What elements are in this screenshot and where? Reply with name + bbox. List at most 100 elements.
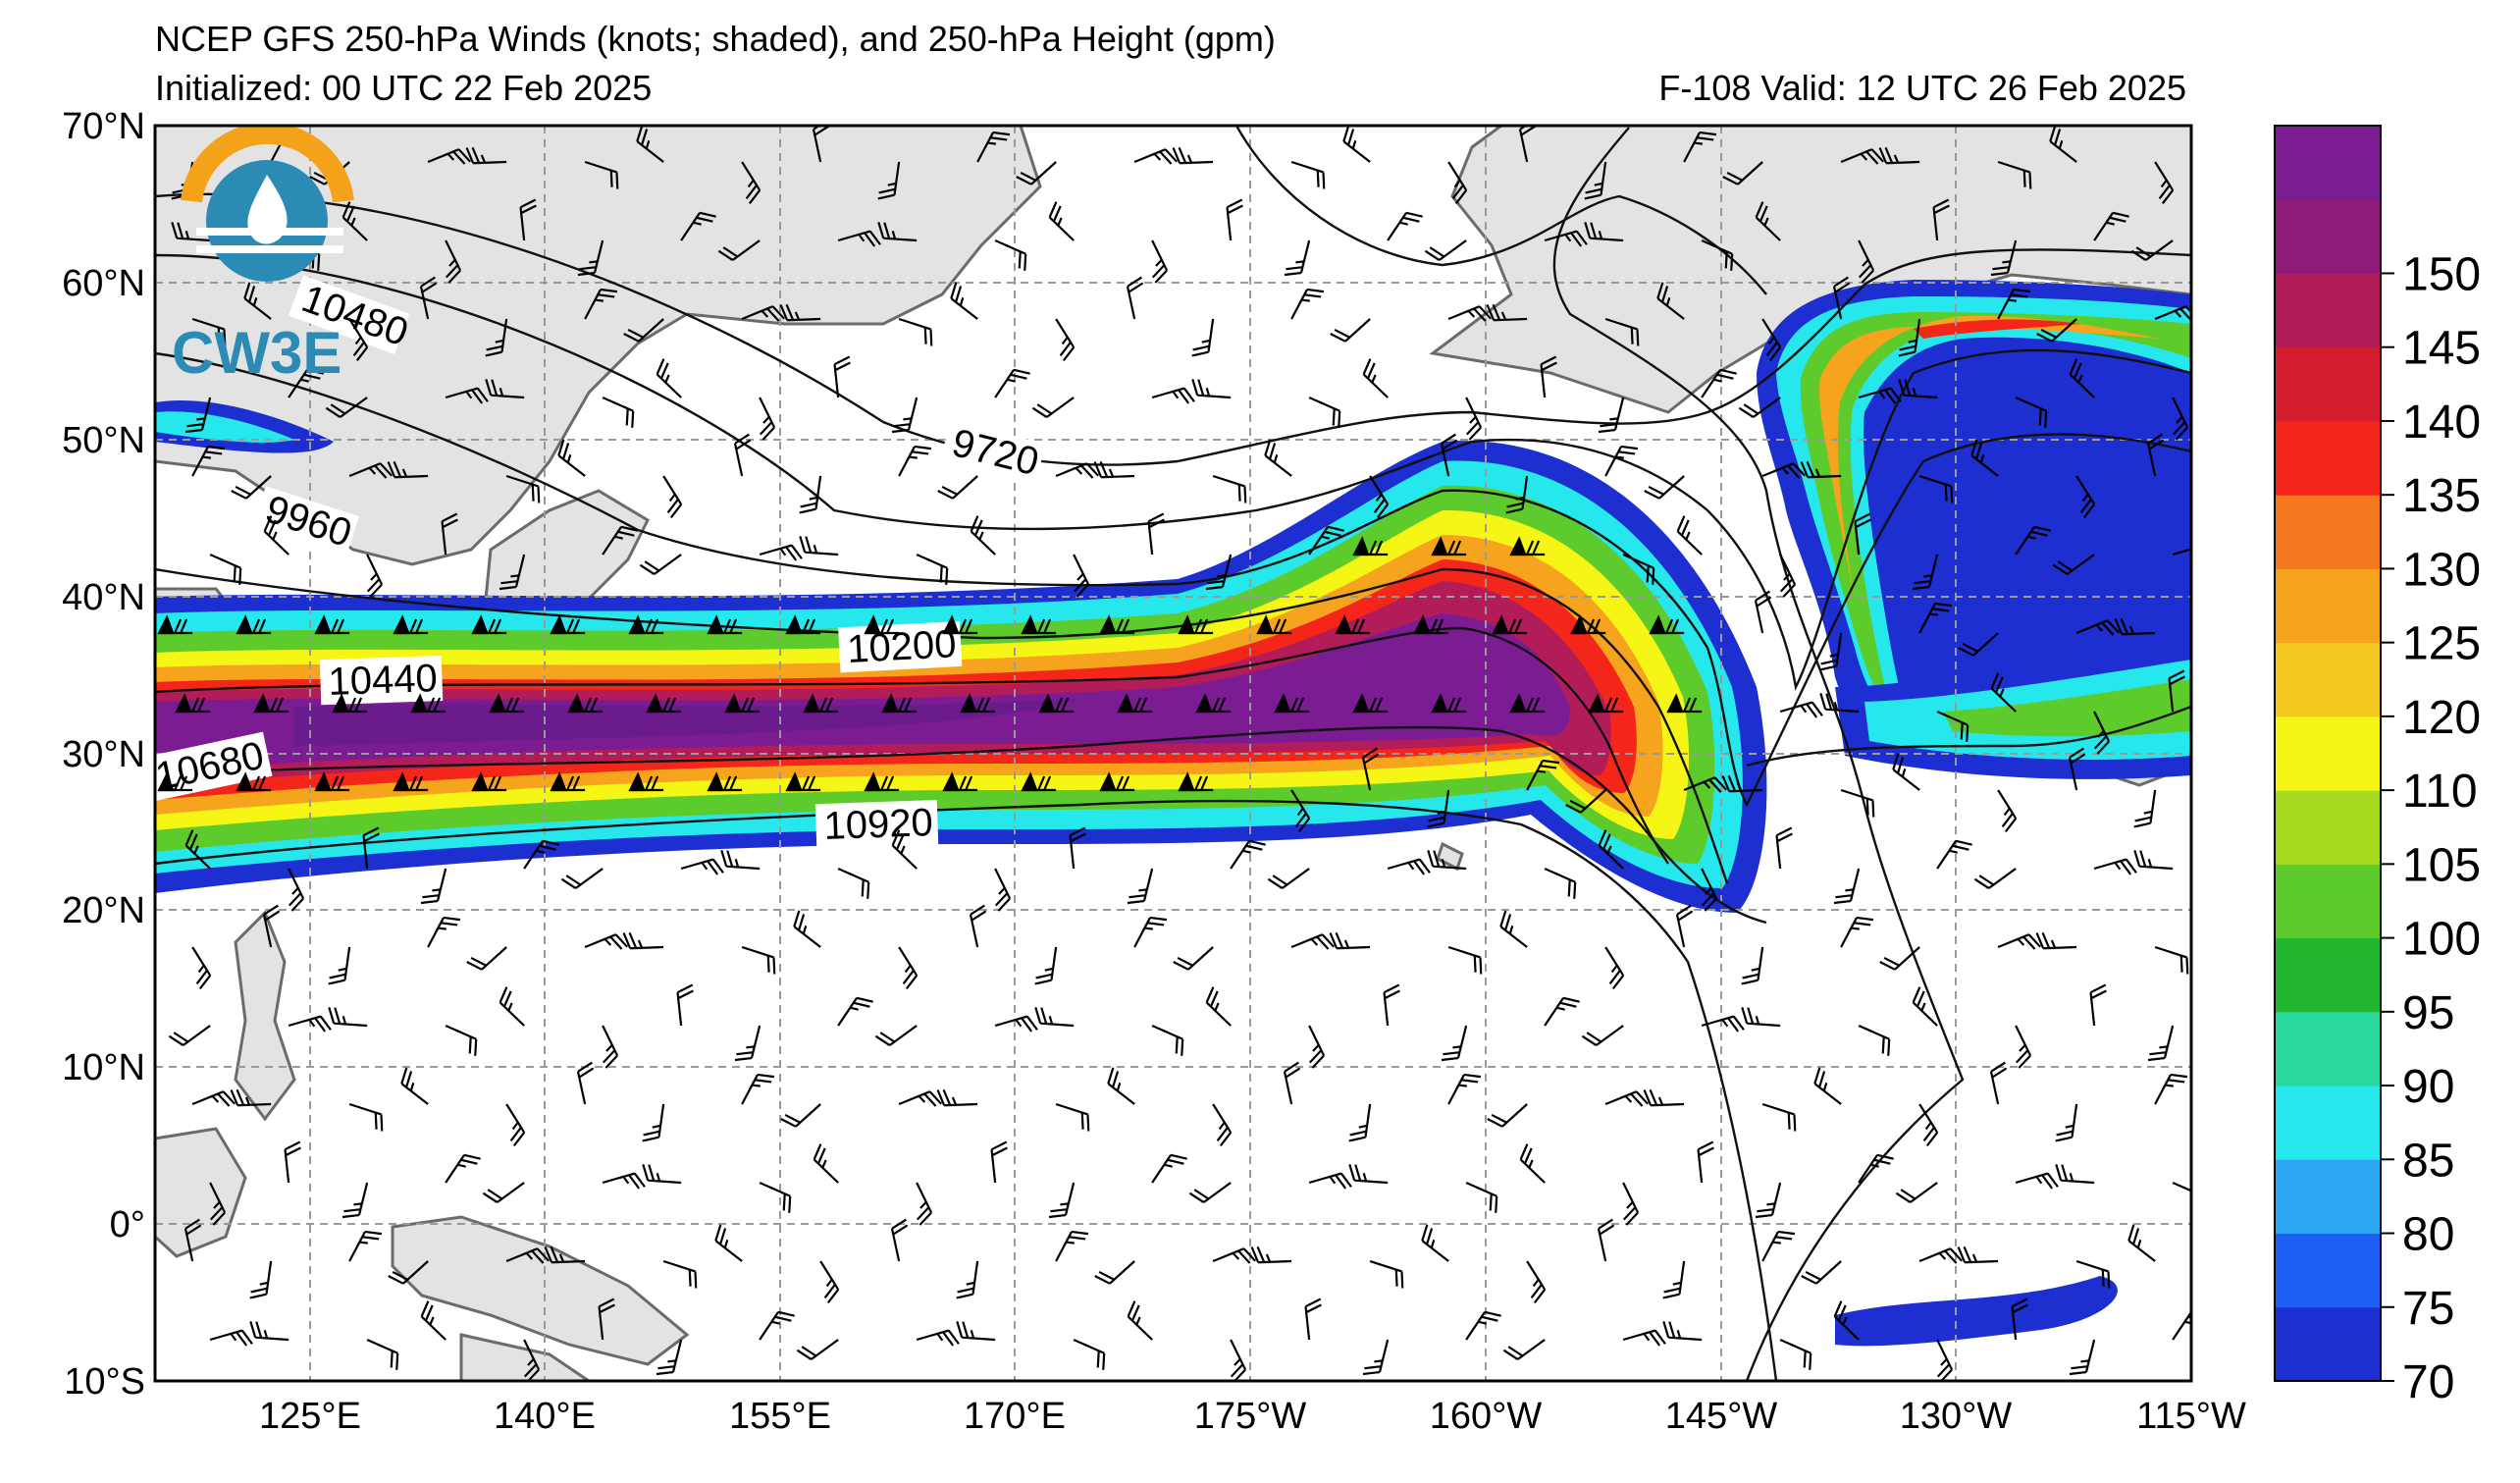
wind-barb-icon: [793, 910, 821, 948]
contour-line-11040: [1552, 127, 1965, 1381]
wind-barb-icon: [419, 276, 438, 320]
wind-barb-icon: [1127, 1300, 1153, 1341]
wind-barb-icon: [1779, 1338, 1812, 1370]
lon-label: 125°E: [259, 1396, 361, 1437]
wind-barb-icon: [2127, 1224, 2156, 1262]
lat-label: 0°: [110, 1204, 145, 1245]
wind-barb-icon: [184, 829, 211, 870]
lat-label: 10°N: [62, 1047, 145, 1088]
lat-labels: 70°N 60°N 50°N 40°N 30°N 20°N 10°N 0° 10…: [62, 106, 145, 1403]
wind-barb-icon: [1656, 282, 1685, 320]
wind-barb-icon: [1584, 222, 1624, 242]
wind-barb-icon: [707, 771, 743, 792]
wind-barb-icon: [628, 771, 664, 792]
wind-barb-icon: [550, 771, 586, 792]
wind-barb-icon: [864, 614, 900, 635]
wind-barb-icon: [243, 282, 272, 320]
wind-barb-icon: [1819, 693, 1860, 714]
colorbar-tick-label: 125: [2402, 618, 2481, 670]
wind-barb-icon: [1487, 1103, 1528, 1128]
wind-barb-icon: [1178, 614, 1214, 635]
wind-barb-icon: [1352, 536, 1389, 556]
wind-barb-icon: [1413, 614, 1449, 635]
wind-barb-icon: [1662, 1260, 1686, 1299]
wind-barb-icon: [1598, 397, 1625, 434]
contour-label-10200: 10200: [846, 622, 957, 671]
wind-barb-icon: [1031, 397, 1075, 418]
wind-barb-icon: [891, 397, 919, 434]
wind-barb-icon: [1779, 701, 1823, 718]
wind-barb-icon: [1151, 387, 1195, 404]
wind-barb-icon: [1662, 1321, 1703, 1342]
wind-barb-icon: [191, 1090, 236, 1107]
wind-barb-icon: [2075, 475, 2096, 519]
wind-barb-icon: [877, 222, 918, 242]
wind-barb-icon: [1622, 553, 1655, 585]
contour-line-10920: [155, 799, 1778, 1381]
wind-barb-icon: [759, 1310, 795, 1341]
wind-barb-icon: [366, 554, 384, 598]
wind-barb-icon: [1133, 916, 1168, 948]
wind-barb-icon: [1369, 475, 1390, 519]
wind-barb-icon: [2172, 1181, 2191, 1213]
wind-barb-icon: [1362, 1339, 1390, 1376]
wind-barb-icon: [2015, 396, 2048, 428]
wind-barb-icon: [1055, 318, 1076, 362]
wind-barb-icon: [1518, 126, 1537, 163]
wind-barb-icon: [837, 996, 873, 1027]
land-borneo: [155, 1127, 247, 1258]
jet2-band-90: [1776, 296, 2191, 746]
wind-barb-icon: [171, 222, 211, 242]
wind-barb-icon: [2052, 554, 2095, 575]
lon-labels: 125°E 140°E 155°E 170°E 175°W 160°W 145°…: [259, 1396, 2246, 1437]
wind-barb-icon: [602, 1025, 619, 1069]
wind-barb-icon: [314, 771, 350, 792]
logo-droplet-icon: [247, 175, 288, 244]
wind-barb-icon: [1308, 1172, 1352, 1190]
wind-barb-icon: [1509, 693, 1546, 714]
wind-barb-icon: [2069, 358, 2095, 398]
wind-barb-icon: [1424, 239, 1467, 261]
wind-barb-icon: [1973, 868, 2017, 889]
wind-barb-icon: [1598, 829, 1624, 870]
wind-barb-icon: [937, 475, 978, 500]
wind-barb-icon: [960, 693, 996, 714]
wind-barb-icon: [1073, 554, 1090, 598]
wind-barb-icon: [916, 1182, 933, 1226]
wind-barb-icon: [1352, 693, 1389, 714]
wind-barb-icon: [1147, 512, 1165, 556]
wind-barb-icon: [1093, 460, 1135, 479]
contour-line-10200: [155, 567, 1729, 884]
wind-barb-icon: [628, 614, 664, 635]
colorbar-swatch: [2275, 1159, 2381, 1235]
wind-barb-icon: [1188, 1182, 1232, 1203]
lat-label: 60°N: [62, 263, 145, 304]
wind-barb-icon: [1666, 693, 1703, 714]
wind-barb-icon: [1832, 276, 1851, 320]
wind-barb-icon: [2093, 858, 2137, 875]
wind-barb-icon: [1499, 910, 1528, 948]
wind-barb-icon: [1622, 1329, 1666, 1347]
wind-barb-icon: [1369, 1259, 1404, 1289]
wind-barb-icon: [465, 146, 507, 165]
wind-barb-icon: [598, 1298, 615, 1341]
wind-barb-icon: [236, 614, 272, 635]
wind-barb-icon: [249, 1260, 273, 1299]
cw3e-logo: CW3E: [172, 126, 354, 386]
wind-barb-icon: [1099, 614, 1135, 635]
wind-barb-icon: [969, 904, 987, 948]
wind-barb-icon: [636, 126, 664, 163]
valid-time: F-108 Valid: 12 UTC 26 Feb 2025: [1658, 68, 2186, 108]
wind-barb-icon: [1509, 536, 1546, 556]
wind-barb-icon: [2154, 945, 2189, 975]
colorbar-frame: [2274, 125, 2382, 1382]
wind-barb-icon: [249, 1321, 289, 1342]
wind-barb-icon: [410, 693, 446, 714]
wind-barb-icon: [393, 614, 429, 635]
wind-barb-icon: [2093, 711, 2111, 755]
wind-barb-icon: [1932, 198, 1950, 241]
wind-barb-icon: [1526, 759, 1560, 791]
lat-label: 30°N: [62, 734, 145, 775]
wind-barb-icon: [898, 445, 932, 477]
wind-barb-icon: [560, 868, 604, 889]
